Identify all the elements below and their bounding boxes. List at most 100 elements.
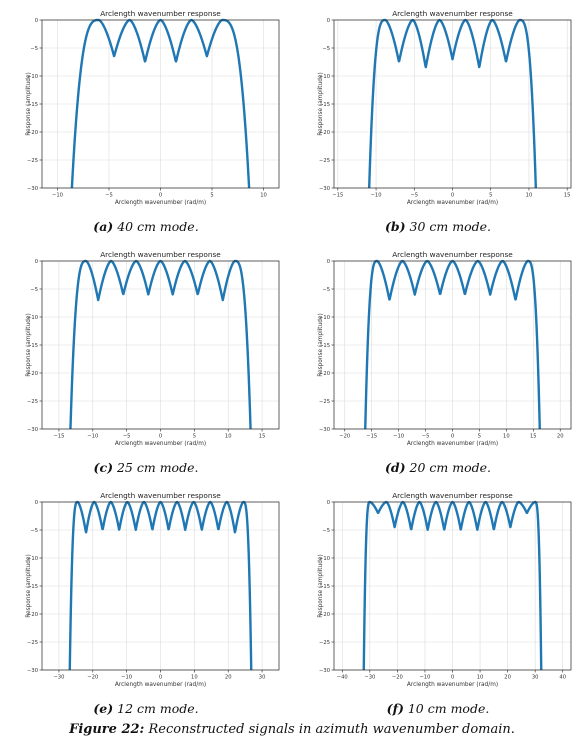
panel-caption-label: (f): [386, 701, 404, 716]
x-axis-label: Arclength wavenumber (rad/m): [407, 200, 498, 206]
y-tick-label: −20: [319, 612, 330, 618]
y-tick-label: −15: [319, 343, 330, 349]
y-tick-label: −5: [30, 46, 38, 52]
x-tick-label: −20: [87, 675, 98, 681]
panel-caption-text: 25 cm mode.: [116, 460, 199, 475]
y-axis-label: Response (amplitude): [26, 554, 32, 618]
y-tick-label: −15: [319, 584, 330, 590]
chart-svg: −40 −30 −20 −10 0 10 20 30 40 0 −5 −10 −15 −20 −25 −30 A…: [318, 491, 572, 688]
chart-panel: −30 −20 −10 0 10 20 30 0 −5 −10 −15 −20 −25 −30 Arclen…: [0, 482, 292, 722]
y-tick-label: 0: [327, 259, 330, 265]
panel-caption-text: 20 cm mode.: [409, 460, 492, 475]
y-tick-label: −25: [27, 640, 38, 646]
x-tick-label: −15: [53, 434, 64, 440]
x-tick-label: 10: [260, 193, 267, 199]
figure-caption: Figure 22: Reconstructed signals in azim…: [0, 722, 584, 737]
y-axis-label: Response (amplitude): [318, 313, 324, 377]
y-tick-label: −15: [27, 102, 38, 108]
chart-panel: −20 −15 −10 −5 0 5 10 15 20 0 −5 −10 −15 −20 −25 −30 Arc…: [292, 241, 584, 481]
y-tick-label: −20: [27, 130, 38, 136]
y-tick-label: −10: [27, 74, 38, 80]
panel-caption-text: 10 cm mode.: [407, 701, 490, 716]
x-axis-label: Arclength wavenumber (rad/m): [115, 682, 206, 688]
x-tick-label: −20: [339, 434, 350, 440]
x-axis-label: Arclength wavenumber (rad/m): [407, 682, 498, 688]
x-tick-label: −5: [123, 434, 131, 440]
x-tick-label: 0: [451, 675, 454, 681]
panel-caption: (c) 25 cm mode.: [0, 460, 292, 475]
chart-title: Arclength wavenumber response: [392, 9, 513, 18]
chart-panel: −15 −10 −5 0 5 10 15 0 −5 −10 −15 −20 −25 −30 Arclengt…: [0, 241, 292, 481]
y-tick-label: −10: [319, 556, 330, 562]
y-axis-label: Response (amplitude): [318, 72, 324, 136]
y-tick-label: −25: [319, 640, 330, 646]
panel-caption: (d) 20 cm mode.: [292, 460, 584, 475]
figure-caption-text: Reconstructed signals in azimuth wavenum…: [148, 722, 515, 737]
series-line: [367, 18, 538, 189]
y-tick-label: −5: [30, 528, 38, 534]
panel-caption: (e) 12 cm mode.: [0, 701, 292, 716]
y-tick-label: −15: [319, 102, 330, 108]
x-tick-label: 20: [225, 675, 232, 681]
x-tick-label: 40: [559, 675, 566, 681]
x-tick-label: −40: [337, 675, 348, 681]
y-tick-label: −10: [27, 315, 38, 321]
panel-caption-text: 40 cm mode.: [117, 219, 199, 234]
panel-caption-label: (e): [93, 701, 114, 716]
x-tick-label: 15: [530, 434, 537, 440]
chart-title: Arclength wavenumber response: [100, 250, 221, 259]
y-tick-label: −30: [27, 186, 38, 192]
x-tick-label: −5: [422, 434, 430, 440]
x-tick-label: 5: [210, 193, 213, 199]
panel-caption: (f) 10 cm mode.: [292, 701, 584, 716]
panel-caption-text: 30 cm mode.: [409, 219, 492, 234]
y-tick-label: −20: [27, 612, 38, 618]
panel-caption: (a) 40 cm mode.: [0, 219, 292, 234]
x-tick-label: 0: [159, 675, 162, 681]
chart-title: Arclength wavenumber response: [392, 491, 513, 500]
x-tick-label: −5: [105, 193, 113, 199]
chart-panel: −15 −10 −5 0 5 10 15 0 −5 −10 −15 −20 −25 −30 Arclengt…: [292, 0, 584, 240]
y-tick-label: −25: [27, 158, 38, 164]
panel-caption-label: (d): [384, 460, 406, 475]
y-tick-label: −5: [322, 528, 330, 534]
y-tick-label: −15: [27, 584, 38, 590]
chart-svg: −10 −5 0 5 10 0 −5 −10 −15 −20 −25 −30 Arclength wav…: [26, 9, 280, 206]
panel-caption-label: (b): [384, 219, 406, 234]
x-tick-label: −10: [419, 675, 430, 681]
x-tick-label: 15: [259, 434, 266, 440]
y-axis-label: Response (amplitude): [26, 313, 32, 377]
x-tick-label: 10: [225, 434, 232, 440]
x-tick-label: −10: [121, 675, 132, 681]
y-tick-label: 0: [35, 259, 38, 265]
x-tick-label: 30: [259, 675, 266, 681]
chart-svg: −20 −15 −10 −5 0 5 10 15 20 0 −5 −10 −15 −20 −25 −30 Arc…: [318, 250, 572, 447]
x-axis-label: Arclength wavenumber (rad/m): [115, 441, 206, 447]
panel-caption: (b) 30 cm mode.: [292, 219, 584, 234]
chart-svg: −15 −10 −5 0 5 10 15 0 −5 −10 −15 −20 −25 −30 Arclengt…: [26, 250, 280, 447]
y-tick-label: −25: [319, 158, 330, 164]
x-tick-label: −20: [392, 675, 403, 681]
x-tick-label: 5: [193, 434, 196, 440]
y-tick-label: −5: [322, 46, 330, 52]
y-tick-label: −30: [27, 427, 38, 433]
y-tick-label: −30: [319, 668, 330, 674]
y-tick-label: −15: [27, 343, 38, 349]
y-tick-label: −30: [319, 186, 330, 192]
y-tick-label: 0: [35, 18, 38, 24]
x-tick-label: 10: [191, 675, 198, 681]
y-axis-label: Response (amplitude): [26, 72, 32, 136]
y-tick-label: −10: [27, 556, 38, 562]
y-tick-label: −20: [27, 371, 38, 377]
y-tick-label: 0: [35, 500, 38, 506]
figure-caption-label: Figure 22:: [69, 722, 145, 737]
x-tick-label: −30: [53, 675, 64, 681]
x-tick-label: 5: [489, 193, 492, 199]
y-tick-label: −25: [319, 399, 330, 405]
x-tick-label: −10: [52, 193, 63, 199]
x-tick-label: 0: [159, 434, 162, 440]
x-tick-label: −10: [87, 434, 98, 440]
chart-title: Arclength wavenumber response: [392, 250, 513, 259]
panel-caption-label: (c): [93, 460, 113, 475]
chart-svg: −30 −20 −10 0 10 20 30 0 −5 −10 −15 −20 −25 −30 Arclen…: [26, 491, 280, 688]
